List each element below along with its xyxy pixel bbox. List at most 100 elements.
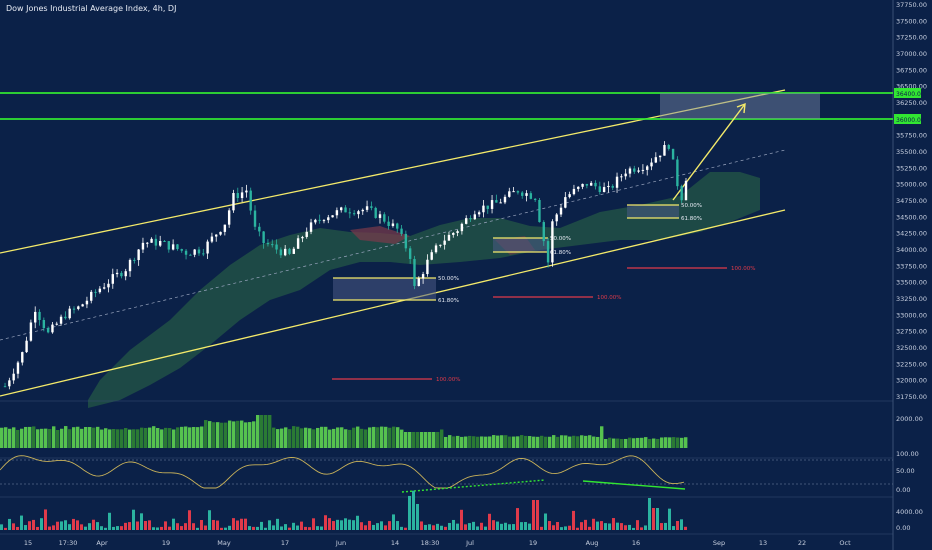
fib-target-label: 100.00%	[436, 377, 460, 383]
candle-body	[184, 250, 188, 255]
x-tick-label: 15	[24, 539, 32, 547]
momentum-bar	[440, 525, 443, 530]
volume-bar	[592, 436, 596, 448]
volume-bar	[568, 436, 572, 448]
candle-body	[469, 218, 472, 220]
candle-body	[460, 223, 464, 232]
volume-bar	[508, 436, 512, 448]
x-tick-label: 13	[759, 539, 767, 547]
fib-target-label: 100.00%	[731, 266, 755, 272]
fib-zone	[333, 278, 436, 300]
candle-body	[400, 228, 403, 234]
candle-body	[607, 185, 610, 188]
volume-bar	[596, 436, 600, 448]
candle-body	[508, 191, 511, 197]
volume-bar	[616, 438, 620, 448]
candle-body	[90, 291, 93, 301]
x-tick-label: 19	[162, 539, 170, 547]
momentum-bar	[500, 523, 503, 530]
volume-bar	[212, 422, 216, 448]
candle-body	[12, 373, 15, 381]
projection-arrowhead	[736, 102, 746, 114]
momentum-bar	[444, 526, 447, 530]
volume-bar	[636, 437, 640, 448]
candle-body	[38, 311, 41, 320]
momentum-bar	[480, 522, 483, 530]
candle-body	[482, 205, 485, 213]
candle-body	[348, 212, 352, 214]
momentum-bar	[180, 526, 183, 530]
momentum-bar	[560, 527, 563, 530]
candle-body	[637, 170, 640, 172]
momentum-bar	[468, 523, 471, 530]
momentum-bar	[376, 523, 379, 530]
momentum-bar	[556, 522, 559, 530]
volume-bar	[152, 426, 156, 448]
volume-bar	[468, 435, 472, 448]
candle-body	[572, 188, 576, 195]
volume-bar	[232, 421, 236, 448]
volume-bar	[108, 429, 112, 448]
momentum-bar	[416, 503, 419, 530]
resistance-label-box	[894, 114, 921, 124]
y-tick-label: 33000.00	[896, 311, 927, 319]
volume-bar	[472, 436, 476, 448]
candle-body	[3, 386, 7, 388]
momentum-bar	[200, 520, 203, 530]
volume-bar	[120, 429, 124, 448]
momentum-bar	[156, 527, 159, 530]
y-tick-label: 33750.00	[896, 262, 927, 270]
candle-body	[357, 211, 360, 215]
momentum-bar	[220, 527, 223, 530]
candle-body	[490, 200, 494, 209]
volume-bar	[196, 427, 200, 448]
momentum-bar	[604, 523, 607, 530]
momentum-bar	[532, 500, 535, 530]
candle-body	[676, 159, 679, 187]
momentum-bar	[484, 526, 487, 530]
resistance-label-box	[894, 88, 921, 98]
candle-body	[124, 271, 127, 277]
candle-body	[258, 226, 261, 232]
momentum-bar	[152, 527, 155, 530]
x-tick-label: 18:30	[421, 539, 440, 547]
momentum-bar	[628, 524, 631, 530]
volume-bar	[184, 426, 188, 448]
momentum-bar	[344, 518, 347, 530]
momentum-bar	[68, 524, 71, 530]
volume-bar	[240, 420, 244, 448]
momentum-bar	[544, 513, 547, 530]
candle-body	[650, 162, 653, 167]
momentum-bar	[176, 523, 179, 530]
volume-bar	[228, 420, 232, 448]
momentum-bar	[304, 526, 307, 530]
momentum-bar	[228, 525, 231, 530]
candle-body	[495, 200, 498, 203]
volume-bar	[76, 426, 80, 448]
y-tick-label: 37750.00	[896, 1, 927, 9]
momentum-bar	[372, 524, 375, 530]
momentum-bar	[320, 526, 323, 530]
volume-bar	[440, 429, 444, 448]
candle-body	[503, 196, 507, 203]
candle-body	[654, 157, 658, 163]
candle-body	[223, 224, 227, 232]
momentum-bar	[552, 525, 555, 530]
momentum-bar	[280, 526, 283, 530]
candle-body	[417, 278, 420, 286]
momentum-bar	[592, 518, 595, 530]
momentum-bar	[236, 520, 239, 530]
volume-bar	[4, 427, 8, 448]
candle-body	[197, 249, 201, 254]
momentum-bar	[28, 521, 31, 530]
volume-bar	[292, 426, 296, 448]
resistance-label: 36400.00	[896, 91, 925, 98]
momentum-bar	[328, 518, 331, 530]
volume-bar	[564, 435, 568, 448]
momentum-bar	[296, 525, 299, 530]
volume-bar	[312, 429, 316, 448]
candle-body	[404, 233, 408, 249]
candle-body	[120, 272, 123, 277]
candle-body	[288, 248, 291, 254]
